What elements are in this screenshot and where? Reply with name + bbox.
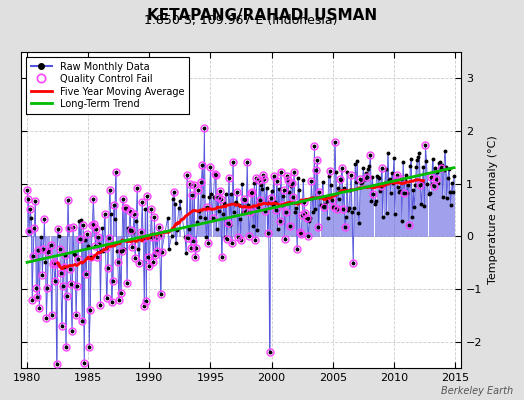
Legend: Raw Monthly Data, Quality Control Fail, Five Year Moving Average, Long-Term Tren: Raw Monthly Data, Quality Control Fail, …	[26, 57, 189, 114]
Title: 1.850 S, 109.967 E (Indonesia): 1.850 S, 109.967 E (Indonesia)	[144, 14, 338, 27]
Text: KETAPANG/RAHADI USMAN: KETAPANG/RAHADI USMAN	[147, 8, 377, 23]
Y-axis label: Temperature Anomaly (°C): Temperature Anomaly (°C)	[488, 136, 498, 284]
Text: Berkeley Earth: Berkeley Earth	[441, 386, 514, 396]
